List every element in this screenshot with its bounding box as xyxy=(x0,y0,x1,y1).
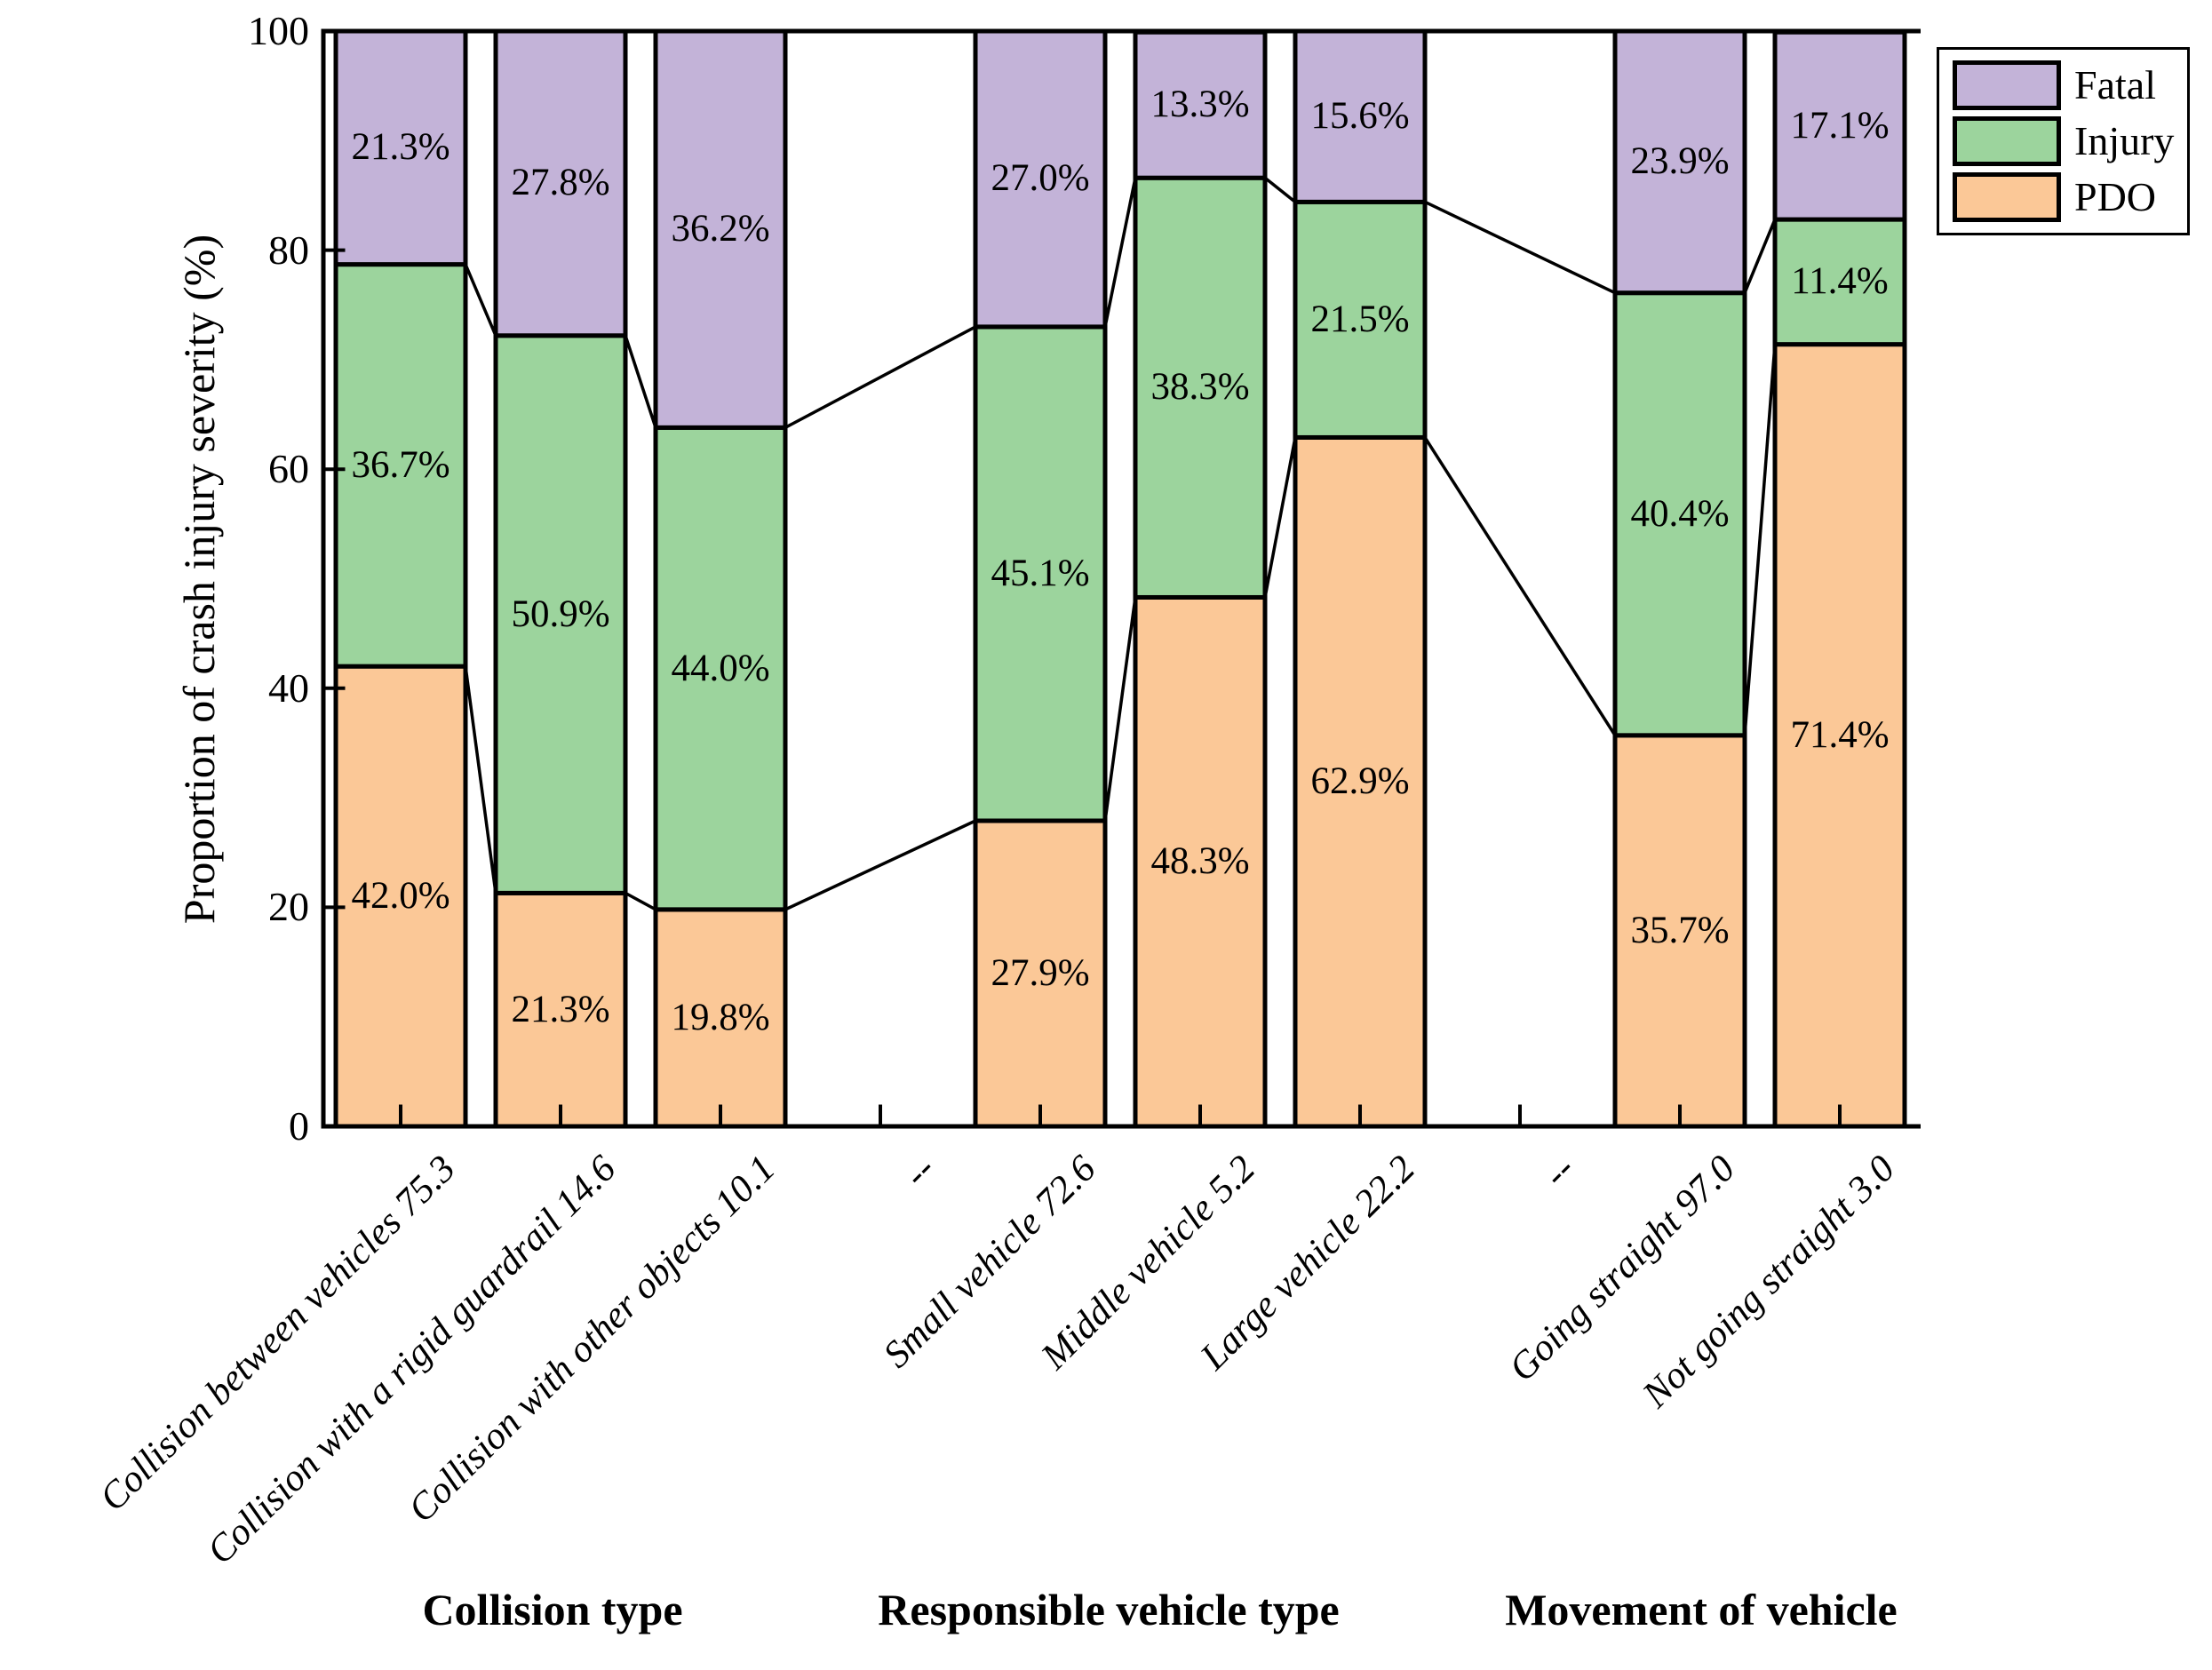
segment-value-label: 17.1% xyxy=(1790,104,1890,147)
connector-line xyxy=(1103,597,1137,822)
category-group-label: Movement of vehicle xyxy=(1505,1585,1898,1634)
segment-value-label: 27.8% xyxy=(511,162,610,204)
bar-segment-injury xyxy=(973,324,1108,823)
legend-label: PDO xyxy=(2074,174,2157,219)
bar-segment-pdo xyxy=(1612,733,1747,1129)
legend-item-pdo: PDO xyxy=(1953,172,2174,222)
bar-segment-fatal xyxy=(653,28,788,430)
y-tick-label: 100 xyxy=(248,8,309,53)
connector-line xyxy=(1743,219,1777,294)
segment-value-label: 42.0% xyxy=(351,875,450,918)
connector-line xyxy=(464,263,497,337)
bar-segment-fatal xyxy=(1293,28,1428,204)
bar-segment-fatal xyxy=(493,28,628,338)
segment-value-label: 71.4% xyxy=(1790,713,1890,756)
connector-line xyxy=(784,819,976,911)
segment-value-label: 21.3% xyxy=(351,126,450,169)
bar-segment-injury xyxy=(1293,199,1428,440)
segment-value-label: 27.0% xyxy=(991,157,1090,200)
legend-item-fatal: Fatal xyxy=(1953,60,2174,110)
segment-value-label: 11.4% xyxy=(1791,260,1889,303)
connector-line xyxy=(625,891,656,911)
segment-value-label: 45.1% xyxy=(991,552,1090,594)
segment-value-label: 50.9% xyxy=(511,592,610,635)
segment-value-label: 13.3% xyxy=(1150,84,1250,126)
category-group-label: Collision type xyxy=(422,1585,683,1634)
segment-value-label: 36.7% xyxy=(351,443,450,486)
y-axis-title: Proportion of crash injury severity (%) xyxy=(174,234,224,925)
segment-value-label: 38.3% xyxy=(1150,366,1250,409)
y-tick-label: 40 xyxy=(268,664,309,711)
legend-item-injury: Injury xyxy=(1953,116,2174,166)
segment-value-label: 23.9% xyxy=(1630,140,1730,183)
segment-value-label: 48.3% xyxy=(1150,840,1250,883)
y-tick-label: 80 xyxy=(268,227,309,273)
bar-segment-injury xyxy=(493,333,628,895)
bar-segment-pdo xyxy=(1293,434,1428,1129)
bar-segment-fatal xyxy=(1772,29,1907,222)
connector-line xyxy=(1423,436,1617,736)
connector-line xyxy=(1263,437,1297,598)
bar-segment-fatal xyxy=(973,28,1108,330)
legend-label: Fatal xyxy=(2074,62,2156,107)
bar-segment-injury xyxy=(333,262,468,669)
connector-line xyxy=(1103,177,1137,328)
segment-value-label: 21.5% xyxy=(1310,298,1410,340)
bar-segment-injury xyxy=(1772,217,1907,347)
segment-value-label: 19.8% xyxy=(671,996,770,1038)
legend-swatch-pdo xyxy=(1953,172,2061,222)
segment-value-label: 44.0% xyxy=(671,647,770,689)
segment-value-label: 35.7% xyxy=(1630,909,1730,951)
y-tick-label: 0 xyxy=(289,1103,309,1149)
legend: Fatal Injury PDO xyxy=(1937,47,2191,235)
segment-value-label: 15.6% xyxy=(1310,95,1410,138)
segment-value-label: 40.4% xyxy=(1630,492,1730,535)
bar-segment-fatal xyxy=(333,28,468,267)
connector-line xyxy=(1743,344,1777,736)
connector-line xyxy=(784,325,976,429)
bar-segment-injury xyxy=(653,425,788,912)
bar-segment-pdo xyxy=(973,818,1108,1129)
connector-line xyxy=(624,335,657,428)
legend-swatch-fatal xyxy=(1953,60,2061,110)
category-group-label: Responsible vehicle type xyxy=(878,1585,1340,1634)
connector-line xyxy=(464,665,497,894)
connector-line xyxy=(1424,200,1616,295)
y-tick-label: 60 xyxy=(268,446,309,492)
segment-value-label: 62.9% xyxy=(1310,760,1410,803)
legend-label: Injury xyxy=(2074,118,2175,163)
bar-segment-pdo xyxy=(493,890,628,1129)
bar-segment-injury xyxy=(1133,175,1268,600)
legend-swatch-injury xyxy=(1953,116,2061,166)
y-tick-label: 20 xyxy=(268,884,309,930)
segment-value-label: 27.9% xyxy=(991,951,1090,994)
segment-value-label: 36.2% xyxy=(671,208,770,250)
connector-line xyxy=(1263,176,1297,203)
bar-segment-injury xyxy=(1612,290,1747,738)
bar-segment-fatal xyxy=(1133,29,1268,180)
segment-value-label: 21.3% xyxy=(511,988,610,1030)
bar-segment-pdo xyxy=(333,664,468,1129)
bar-segment-pdo xyxy=(653,907,788,1129)
